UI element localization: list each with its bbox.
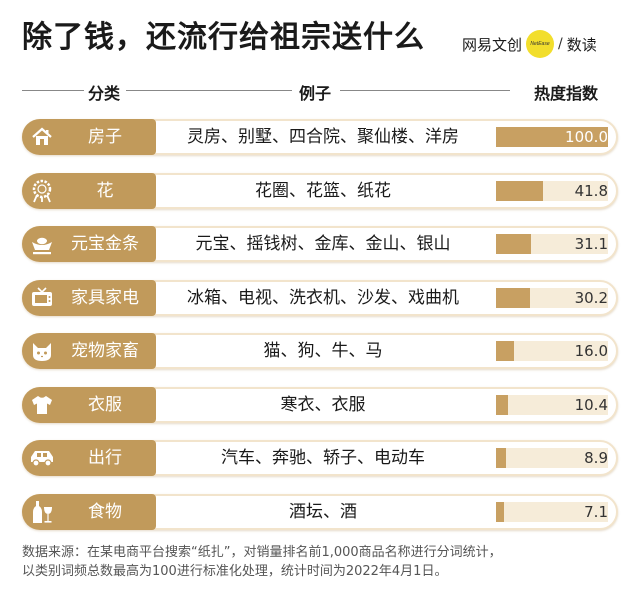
chart-row: 衣服 寒衣、衣服 10.4 (22, 386, 618, 423)
category-label: 食物 (88, 501, 122, 522)
brand-logo-text: 网易文创 (462, 35, 523, 54)
examples-text: 冰箱、电视、洗衣机、沙发、戏曲机 (187, 287, 459, 308)
examples-text: 花圈、花篮、纸花 (255, 180, 391, 201)
bar (496, 394, 508, 415)
brand-badge: NetEase (526, 30, 555, 58)
chart-row: 房子 灵房、别墅、四合院、聚仙楼、洋房 100.0 (22, 119, 618, 155)
category-label: 家具家电 (71, 287, 139, 308)
chart-row: 食物 酒坛、酒 7.1 (22, 493, 618, 530)
flower-wreath-icon (28, 177, 56, 205)
column-header: 分类 例子 热度指数 (0, 80, 640, 103)
bar (496, 501, 504, 522)
chart-title: 除了钱，还流行给祖宗送什么 (22, 20, 425, 55)
header-rule (340, 90, 510, 91)
tv-icon (28, 284, 56, 312)
chart-row: 花 花圈、花篮、纸花 41.8 (22, 172, 618, 209)
examples-text: 汽车、奔驰、轿子、电动车 (221, 448, 425, 468)
bar-track: 100.0 (496, 127, 608, 147)
category-tag: 房子 (22, 119, 156, 155)
value-label: 10.4 (574, 395, 608, 414)
category-tag: 食物 (22, 493, 156, 530)
category-tag: 出行 (22, 440, 156, 476)
header-rule (126, 90, 292, 91)
bar (496, 448, 506, 468)
category-tag: 衣服 (22, 386, 156, 423)
bar-track: 10.4 (496, 394, 608, 415)
value-label: 41.8 (574, 181, 608, 200)
bar (496, 234, 531, 254)
bar-track: 7.1 (496, 501, 608, 522)
source-note-line: 以类别词频总数最高为100进行标准化处理，统计时间为2022年4月1日。 (22, 564, 448, 579)
bar-track: 16.0 (496, 341, 608, 361)
brand-logo: 网易文创 NetEase / 数读 (462, 30, 597, 58)
category-tag: 宠物家畜 (22, 333, 156, 369)
value-label: 100.0 (565, 128, 608, 146)
cat-icon (28, 337, 56, 365)
brand-divider: / (558, 36, 563, 52)
bar (496, 127, 608, 147)
header-rule (22, 90, 84, 91)
category-label: 房子 (88, 127, 122, 147)
bottle-glass-icon (28, 498, 56, 526)
chart-row: 出行 汽车、奔驰、轿子、电动车 8.9 (22, 440, 618, 476)
value-label: 31.1 (574, 235, 608, 253)
header-category: 分类 (87, 84, 121, 103)
bar-track: 8.9 (496, 448, 608, 468)
value-label: 7.1 (584, 502, 608, 521)
value-label: 8.9 (584, 449, 608, 467)
ingot-icon (28, 230, 56, 258)
chart-row: 家具家电 冰箱、电视、洗衣机、沙发、戏曲机 30.2 (22, 279, 618, 316)
brand-sub-text: 数读 (566, 35, 597, 54)
bar-track: 41.8 (496, 180, 608, 201)
header-index: 热度指数 (533, 84, 599, 103)
source-note-line: 数据来源：在某电商平台搜索“纸扎”，对销量排名前1,000商品名称进行分词统计， (22, 545, 502, 560)
examples-text: 酒坛、酒 (289, 501, 357, 522)
bar (496, 341, 514, 361)
value-label: 30.2 (574, 288, 608, 307)
bar (496, 287, 530, 308)
shirt-icon (28, 391, 56, 419)
category-label: 花 (96, 180, 114, 201)
bar-track: 31.1 (496, 234, 608, 254)
category-tag: 元宝金条 (22, 226, 156, 262)
value-label: 16.0 (574, 342, 608, 360)
bar (496, 180, 543, 201)
category-label: 衣服 (88, 394, 122, 415)
category-tag: 花 (22, 172, 156, 209)
category-label: 宠物家畜 (71, 341, 139, 361)
category-label: 元宝金条 (71, 234, 139, 254)
category-label: 出行 (88, 448, 122, 468)
bar-track: 30.2 (496, 287, 608, 308)
examples-text: 寒衣、衣服 (280, 394, 366, 415)
house-icon (28, 123, 56, 151)
chart-row: 元宝金条 元宝、摇钱树、金库、金山、银山 31.1 (22, 226, 618, 262)
examples-text: 元宝、摇钱树、金库、金山、银山 (195, 234, 451, 254)
chart-row: 宠物家畜 猫、狗、牛、马 16.0 (22, 333, 618, 369)
header-examples: 例子 (298, 84, 332, 103)
category-tag: 家具家电 (22, 279, 156, 316)
source-note: 数据来源：在某电商平台搜索“纸扎”，对销量排名前1,000商品名称进行分词统计，… (22, 543, 622, 581)
car-icon (28, 444, 56, 472)
examples-text: 猫、狗、牛、马 (263, 341, 383, 361)
examples-text: 灵房、别墅、四合院、聚仙楼、洋房 (187, 127, 459, 147)
